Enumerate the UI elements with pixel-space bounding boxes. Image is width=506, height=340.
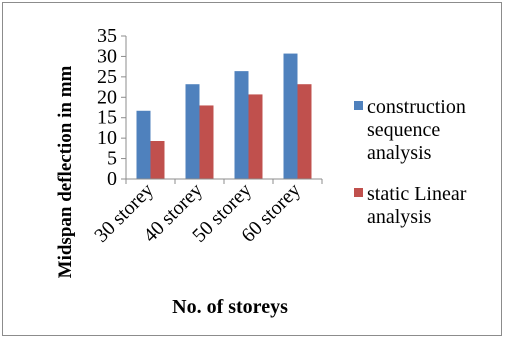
x-axis-label: No. of storeys	[172, 296, 288, 318]
legend-label: analysis	[367, 206, 432, 228]
bar-series-2-3	[297, 84, 312, 179]
legend-label: static Linear	[367, 183, 467, 205]
y-tick-label: 20	[97, 86, 117, 108]
y-tick-label: 5	[107, 148, 117, 170]
legend-swatch-2	[354, 188, 363, 197]
y-tick-label: 35	[97, 25, 117, 47]
bar-series-2-1	[199, 105, 214, 179]
legend-label: sequence	[367, 119, 440, 141]
y-axis-label: Midspan deflection in mm	[55, 65, 76, 278]
y-tick-label: 15	[97, 107, 117, 129]
y-tick-label: 0	[107, 168, 117, 190]
bar-series-2-2	[248, 94, 263, 179]
y-tick-label: 10	[97, 127, 117, 149]
bar-series-1-3	[283, 53, 298, 179]
legend-label: analysis	[367, 142, 432, 164]
y-tick-label: 25	[97, 66, 117, 88]
bar-series-1-1	[185, 84, 200, 179]
bars	[136, 53, 312, 179]
bar-series-2-0	[150, 141, 165, 179]
legend-label: construction	[367, 96, 466, 118]
bar-series-1-2	[234, 71, 249, 179]
y-tick-label: 30	[97, 45, 117, 67]
bar-series-1-0	[136, 110, 151, 179]
legend-swatch-1	[354, 101, 363, 110]
